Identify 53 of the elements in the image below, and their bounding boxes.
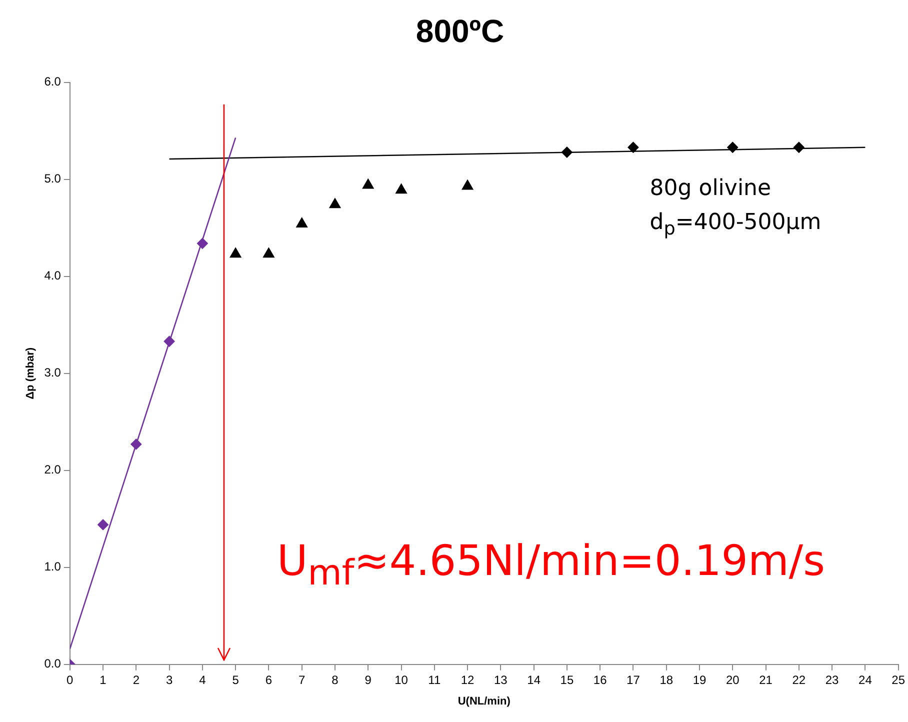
point [462,180,474,190]
point [263,248,274,258]
x-tick-label: 21 [759,672,773,687]
y-tick-label: 2.0 [44,462,62,477]
x-tick-label: 6 [265,672,272,687]
x-tick-label: 4 [199,672,206,687]
x-tick-label: 9 [364,672,372,687]
x-tick-label: 11 [428,672,441,687]
x-tick-label: 12 [460,672,475,687]
point [793,142,804,153]
x-tick-label: 8 [332,672,339,687]
annotation: d$_{p}$=400-500µm [650,210,822,240]
point [561,146,572,158]
y-tick-label: 4.0 [44,268,62,283]
annotation: 80g olivine [650,176,772,201]
x-tick-label: 22 [792,672,806,687]
x-tick-label: 25 [892,672,906,687]
point [196,238,208,249]
annotation: U$_{mf}$≈4.65Nl/min=0.19m/s [276,536,825,594]
y-axis-title: Δp (mbar) [24,347,37,400]
x-tick-label: 16 [593,672,608,687]
x-tick-label: 5 [232,672,240,687]
point [296,218,308,228]
x-tick-label: 17 [626,672,640,687]
y-tick-label: 6.0 [44,74,62,89]
x-tick-label: 20 [726,672,740,687]
point [329,198,341,208]
x-tick-label: 13 [494,672,508,687]
point [727,142,738,153]
x-tick-label: 2 [132,672,140,687]
chart-title: 800ºC [416,13,504,50]
x-tick-label: 15 [560,672,574,687]
point [362,178,374,189]
point [164,336,175,347]
x-tick-label: 7 [298,672,306,687]
x-tick-label: 19 [692,672,706,687]
y-tick-label: 0.0 [44,656,62,671]
x-tick-label: 10 [394,672,408,687]
point [396,184,407,194]
x-tick-label: 1 [100,672,107,687]
point [130,438,142,450]
x-tick-label: 18 [660,672,674,687]
y-tick-label: 1.0 [44,560,62,574]
x-tick-label: 14 [527,672,541,687]
point [628,142,639,153]
x-tick-label: 0 [66,672,74,687]
y-tick-label: 5.0 [44,172,62,186]
x-tick-label: 23 [825,672,840,687]
x-tick-label: 3 [166,672,173,687]
x-tick-label: 24 [858,672,872,687]
y-tick-label: 3.0 [44,366,62,380]
x-axis-title: U(NL/min) [458,695,511,708]
point [230,248,242,258]
